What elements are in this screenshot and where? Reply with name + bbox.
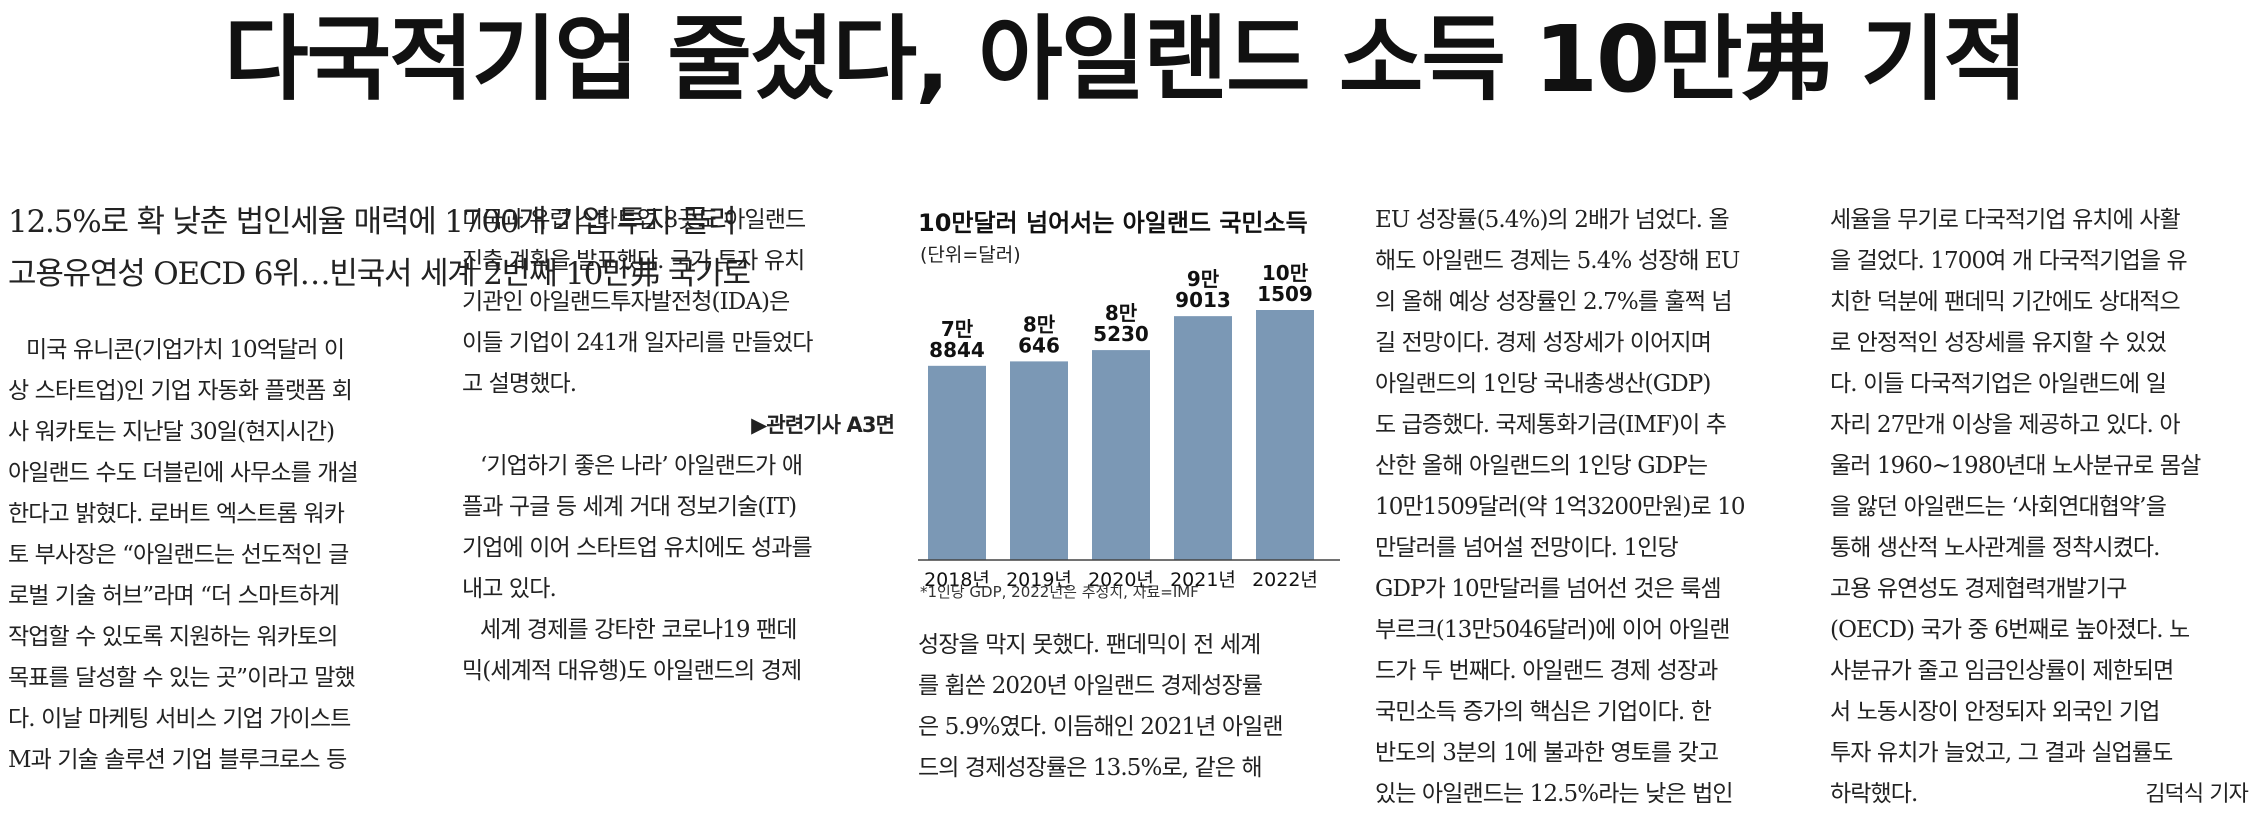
- x-tick-label: 2018년: [924, 569, 990, 591]
- text-line: 다. 이들 다국적기업은 아일랜드에 일: [1830, 371, 2167, 397]
- bar-2022년: [1256, 310, 1314, 560]
- bar-2020년: [1092, 350, 1150, 560]
- text-line: 국민소득 증가의 핵심은 기업이다. 한: [1375, 699, 1712, 725]
- text-line: 울러 1960~1980년대 노사분규로 몸살: [1830, 453, 2201, 479]
- text-line: 내고 있다.: [462, 576, 557, 602]
- text-line: EU 성장률(5.4%)의 2배가 넘었다. 올: [1375, 207, 1730, 233]
- subheading-2: 고용유연성 OECD 6위…빈국서 세계 2번째 10만弗 국가로: [8, 256, 751, 292]
- text-line: 아일랜드의 1인당 국내총생산(GDP): [1375, 371, 1711, 397]
- bar-value-label: 9만: [1187, 267, 1220, 291]
- text-line: 목표를 달성할 수 있는 곳”이라고 말했: [8, 665, 356, 691]
- bar-value-label: 7만: [941, 317, 974, 341]
- text-line: 이들 기업이 241개 일자리를 만들었다: [462, 330, 813, 356]
- text-line: 성장을 막지 못했다. 팬데믹이 전 세계: [918, 632, 1261, 658]
- bar-value-label: 1509: [1257, 282, 1313, 306]
- bar-value-label: 9013: [1175, 288, 1231, 312]
- text-line: 세계 경제를 강타한 코로나19 팬데: [480, 617, 797, 643]
- text-line: 서 노동시장이 안정되자 외국인 기업: [1830, 699, 2160, 725]
- text-line: 부르크(13만5046달러)에 이어 아일랜: [1375, 617, 1730, 643]
- text-line: 진출 계획을 발표했다. 국가 투자 유치: [462, 248, 805, 274]
- text-line: 로벌 기술 허브”라며 “더 스마트하게: [8, 583, 340, 609]
- text-line: 사분규가 줄고 임금인상률이 제한되면: [1830, 658, 2174, 684]
- x-tick-label: 2022년: [1252, 569, 1318, 591]
- text-line: 기업에 이어 스타트업 유치에도 성과를: [462, 535, 813, 561]
- text-line: (OECD) 국가 중 6번째로 높아졌다. 노: [1830, 617, 2190, 643]
- bar-value-label: 8만: [1023, 312, 1056, 336]
- chart-unit: (단위=달러): [920, 244, 1021, 266]
- bar-2019년: [1010, 361, 1068, 560]
- text-line: 드의 경제성장률은 13.5%로, 같은 해: [918, 755, 1263, 781]
- text-line: 한다고 밝혔다. 로버트 엑스트롬 워카: [8, 501, 345, 527]
- text-line: 믹(세계적 대유행)도 아일랜드의 경제: [462, 658, 802, 684]
- text-line: 해도 아일랜드 경제는 5.4% 성장해 EU: [1375, 248, 1740, 274]
- related-article-link[interactable]: ▶관련기사 A3면: [751, 413, 894, 437]
- text-line: 치한 덕분에 팬데믹 기간에도 상대적으: [1830, 289, 2181, 315]
- bar-value-label: 5230: [1093, 322, 1149, 346]
- text-line: 아일랜드 수도 더블린에 사무소를 개설: [8, 460, 359, 486]
- text-line: 길 전망이다. 경제 성장세가 이어지며: [1375, 330, 1712, 356]
- headline: 다국적기업 줄섰다, 아일랜드 소득 10만弗 기적: [223, 6, 2028, 113]
- text-line: 상 스타트업)인 기업 자동화 플랫폼 회: [8, 378, 353, 404]
- text-line: 미국 유니콘(기업가치 10억달러 이: [26, 337, 345, 363]
- text-line: 기관인 아일랜드투자발전청(IDA)은: [462, 289, 790, 315]
- text-line: 도 급증했다. 국제통화기금(IMF)이 추: [1375, 412, 1727, 438]
- x-tick-label: 2021년: [1170, 569, 1236, 591]
- text-line: ‘기업하기 좋은 나라’ 아일랜드가 애: [480, 453, 803, 479]
- text-line: 산한 올해 아일랜드의 1인당 GDP는: [1375, 453, 1708, 479]
- bar-2018년: [928, 365, 986, 560]
- text-line: 작업할 수 있도록 지원하는 워카토의: [8, 624, 338, 650]
- x-tick-label: 2019년: [1006, 569, 1072, 591]
- income-bar-chart: 10만달러 넘어서는 아일랜드 국민소득 (단위=달러) 7만 8844 2018년…: [918, 205, 1358, 605]
- chart-footnote: *1인당 GDP, 2022년은 추정치, 자료=IMF: [920, 583, 1199, 601]
- text-line: 사 워카토는 지난달 30일(현지시간): [8, 419, 335, 445]
- bar-2021년: [1174, 316, 1232, 560]
- text-line: M과 기술 솔루션 기업 블루크로스 등: [8, 747, 347, 773]
- text-line: 의 올해 예상 성장률인 2.7%를 훌쩍 넘: [1375, 289, 1733, 315]
- text-line: 은 5.9%였다. 이듬해인 2021년 아일랜: [918, 714, 1284, 740]
- text-line: 드가 두 번째다. 아일랜드 경제 성장과: [1375, 658, 1718, 684]
- text-line: 토 부사장은 “아일랜드는 선도적인 글: [8, 542, 349, 568]
- text-line: 고 설명했다.: [462, 371, 577, 397]
- subheadings: 12.5%로 확 낮춘 법인세율 매력에 1700개 기업 투자 몰려 고용유연…: [8, 196, 888, 300]
- text-line: 플과 구글 등 세계 거대 정보기술(IT): [462, 494, 797, 520]
- x-tick-label: 2020년: [1088, 569, 1154, 591]
- bar-value-label: 8만: [1105, 301, 1138, 325]
- text-line: 을 걸었다. 1700여 개 다국적기업을 유: [1830, 248, 2188, 274]
- text-line: 다. 이날 마케팅 서비스 기업 가이스트: [8, 706, 351, 732]
- text-line: 을 앓던 아일랜드는 ‘사회연대협약’을: [1830, 494, 2167, 520]
- text-line: 만달러를 넘어설 전망이다. 1인당: [1375, 535, 1679, 561]
- text-line: 로 안정적인 성장세를 유지할 수 있었: [1830, 330, 2167, 356]
- text-line: 세율을 무기로 다국적기업 유치에 사활: [1830, 207, 2181, 233]
- text-line: 미국과 유럽 스타트업 8곳도 아일랜드: [462, 207, 806, 233]
- subheading-1: 12.5%로 확 낮춘 법인세율 매력에 1700개 기업 투자 몰려: [8, 204, 737, 240]
- chart-title: 10만달러 넘어서는 아일랜드 국민소득: [918, 209, 1308, 237]
- bar-value-label: 646: [1018, 333, 1060, 357]
- bar-value-label: 10만: [1262, 261, 1309, 285]
- text-line: 반도의 3분의 1에 불과한 영토를 갖고: [1375, 740, 1719, 766]
- text-line: 고용 유연성도 경제협력개발기구: [1830, 576, 2127, 602]
- text-line: 있는 아일랜드는 12.5%라는 낮은 법인: [1375, 781, 1733, 807]
- text-line: GDP가 10만달러를 넘어선 것은 룩셈: [1375, 576, 1722, 602]
- text-line: 통해 생산적 노사관계를 정착시켰다.: [1830, 535, 2160, 561]
- text-line: 자리 27만개 이상을 제공하고 있다. 아: [1830, 412, 2180, 438]
- text-line: 10만1509달러(약 1억3200만원)로 10: [1375, 494, 1745, 520]
- bar-value-label: 8844: [929, 338, 985, 362]
- text-line: 를 휩쓴 2020년 아일랜드 경제성장률: [918, 673, 1263, 699]
- text-line: 투자 유치가 늘었고, 그 결과 실업률도: [1830, 740, 2173, 766]
